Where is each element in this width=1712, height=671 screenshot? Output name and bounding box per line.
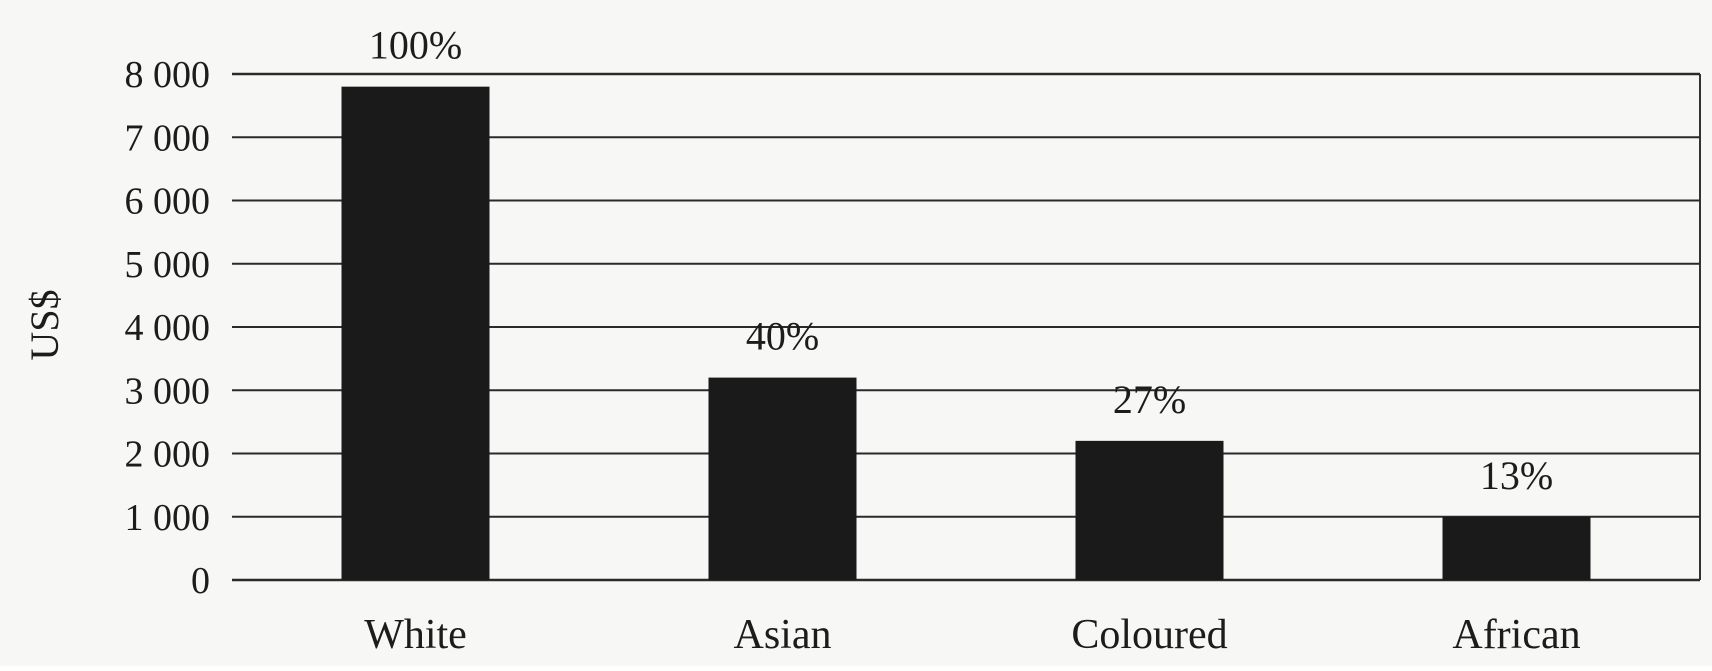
bars [341, 86, 1591, 581]
category-label: Coloured [1071, 612, 1227, 658]
y-tick-label: 5 000 [125, 244, 211, 286]
bar-asian [708, 377, 857, 580]
bar-white [341, 86, 490, 581]
y-tick-label: 4 000 [125, 307, 211, 349]
data-label: 40% [746, 314, 819, 359]
bar-african [1442, 516, 1591, 580]
category-label: White [364, 612, 467, 658]
data-label: 27% [1113, 377, 1186, 422]
y-tick-label: 6 000 [125, 181, 211, 223]
y-tick-label: 1 000 [125, 497, 211, 539]
y-tick-label: 0 [191, 560, 210, 602]
y-tick-label: 2 000 [125, 434, 211, 476]
y-tick-label: 8 000 [125, 54, 211, 96]
y-tick-label: 7 000 [125, 117, 211, 159]
y-axis-title: US$ [22, 289, 67, 360]
data-label: 13% [1480, 453, 1553, 498]
data-label: 100% [369, 23, 462, 68]
category-label: Asian [734, 612, 832, 658]
y-tick-label: 3 000 [125, 370, 211, 412]
category-label: African [1452, 612, 1580, 658]
labels: 0 1 000 2 000 3 000 4 000 5 000 6 000 7 000 8 00… [125, 23, 1581, 658]
bar-coloured [1075, 440, 1224, 580]
